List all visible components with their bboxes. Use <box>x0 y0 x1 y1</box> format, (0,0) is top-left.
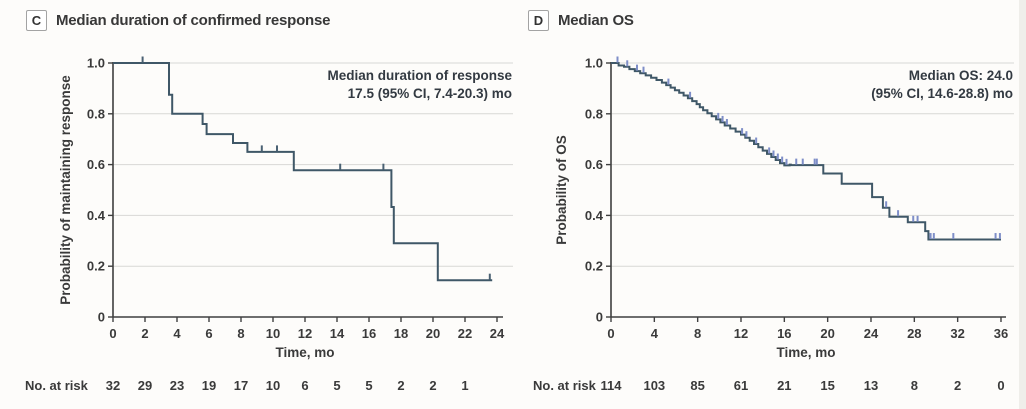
svg-text:Time, mo: Time, mo <box>776 345 835 360</box>
svg-text:0: 0 <box>596 310 603 325</box>
km-curve <box>611 62 1001 241</box>
svg-text:0.6: 0.6 <box>585 157 603 172</box>
svg-text:0.6: 0.6 <box>87 157 105 172</box>
svg-text:1.0: 1.0 <box>585 56 603 71</box>
svg-text:10: 10 <box>266 326 280 341</box>
panel-c-header: C Median duration of confirmed response <box>26 10 330 31</box>
svg-text:2: 2 <box>397 378 404 393</box>
svg-text:22: 22 <box>458 326 472 341</box>
svg-text:32: 32 <box>950 326 964 341</box>
svg-text:12: 12 <box>298 326 312 341</box>
svg-text:5: 5 <box>365 378 372 393</box>
svg-text:24: 24 <box>864 326 879 341</box>
svg-text:28: 28 <box>907 326 921 341</box>
panel-d-annotation: Median OS: 24.0 (95% CI, 14.6-28.8) mo <box>871 67 1013 103</box>
axis-labels: Time, mo Probability of OS <box>554 135 836 360</box>
svg-text:0: 0 <box>997 378 1004 393</box>
svg-text:61: 61 <box>734 378 748 393</box>
svg-text:0: 0 <box>607 326 614 341</box>
panel-c-annotation-line1: Median duration of response <box>327 68 512 83</box>
svg-text:0.2: 0.2 <box>585 259 603 274</box>
km-curve <box>113 62 493 282</box>
svg-text:Probability of OS: Probability of OS <box>554 135 569 245</box>
svg-text:6: 6 <box>301 378 308 393</box>
svg-text:21: 21 <box>777 378 791 393</box>
panel-c-annotation: Median duration of response 17.5 (95% CI… <box>327 67 512 103</box>
svg-text:23: 23 <box>170 378 184 393</box>
panel-c: C Median duration of confirmed response … <box>25 10 513 393</box>
svg-text:Probability of maintaining res: Probability of maintaining response <box>58 75 73 305</box>
svg-text:16: 16 <box>362 326 376 341</box>
svg-text:Time, mo: Time, mo <box>275 345 334 360</box>
svg-text:6: 6 <box>205 326 212 341</box>
svg-text:2: 2 <box>141 326 148 341</box>
svg-text:0.2: 0.2 <box>87 259 105 274</box>
panel-d-header: D Median OS <box>528 10 634 31</box>
x-axis-ticks: 0 4 8 12 16 20 24 28 32 36 <box>607 317 1008 341</box>
svg-text:1.0: 1.0 <box>87 56 105 71</box>
svg-text:18: 18 <box>394 326 408 341</box>
svg-text:29: 29 <box>138 378 152 393</box>
axes <box>112 62 503 318</box>
svg-text:14: 14 <box>330 326 345 341</box>
svg-text:1: 1 <box>461 378 468 393</box>
svg-text:85: 85 <box>690 378 704 393</box>
svg-text:19: 19 <box>202 378 216 393</box>
svg-text:12: 12 <box>734 326 748 341</box>
svg-text:17: 17 <box>234 378 248 393</box>
svg-text:0.8: 0.8 <box>87 106 105 121</box>
svg-text:32: 32 <box>106 378 120 393</box>
svg-text:No. at risk: No. at risk <box>533 378 597 393</box>
svg-text:2: 2 <box>429 378 436 393</box>
axis-labels: Time, mo Probability of maintaining respo… <box>58 75 335 360</box>
axes <box>610 62 1006 318</box>
svg-text:8: 8 <box>237 326 244 341</box>
svg-text:15: 15 <box>820 378 834 393</box>
panel-c-title: Median duration of confirmed response <box>56 12 331 29</box>
svg-text:103: 103 <box>643 378 665 393</box>
svg-text:No. at risk: No. at risk <box>25 378 89 393</box>
svg-text:114: 114 <box>601 378 623 393</box>
svg-text:0.4: 0.4 <box>87 208 106 223</box>
svg-text:20: 20 <box>820 326 834 341</box>
svg-text:8: 8 <box>694 326 701 341</box>
panel-d-annotation-line1: Median OS: 24.0 <box>908 68 1013 83</box>
at-risk-row: No. at risk 114 103 85 61 21 15 13 8 2 0 <box>533 378 1005 393</box>
svg-text:4: 4 <box>651 326 659 341</box>
x-axis-ticks: 0 2 4 6 8 10 12 14 16 18 20 22 24 <box>109 317 505 341</box>
panel-d-title: Median OS <box>558 12 634 29</box>
svg-text:24: 24 <box>490 326 505 341</box>
panel-c-letter-badge: C <box>26 10 47 31</box>
panel-d: D Median OS 0 0.2 0.4 0.6 0.8 1.0 0 4 8 12 16 20 24 2… <box>513 0 1026 409</box>
svg-text:5: 5 <box>333 378 340 393</box>
svg-text:0: 0 <box>109 326 116 341</box>
svg-text:10: 10 <box>266 378 280 393</box>
panel-c-annotation-line2: 17.5 (95% CI, 7.4-20.3) mo <box>347 86 512 101</box>
svg-text:0.4: 0.4 <box>585 208 604 223</box>
km-chart-c: 00.20.40.60.81.00 2 4 6 8 10 12 14 16 18 20 22 24Tim… <box>25 56 513 393</box>
svg-text:16: 16 <box>777 326 791 341</box>
panel-d-letter-badge: D <box>528 10 549 31</box>
svg-text:0.8: 0.8 <box>585 106 603 121</box>
page-edge-band <box>1019 0 1026 409</box>
svg-text:2: 2 <box>954 378 961 393</box>
svg-text:8: 8 <box>911 378 918 393</box>
censor-ticks <box>141 56 491 280</box>
y-axis-ticks: 0 0.2 0.4 0.6 0.8 1.0 <box>87 56 113 325</box>
censor-ticks <box>616 56 1001 240</box>
svg-text:13: 13 <box>864 378 878 393</box>
svg-text:4: 4 <box>173 326 181 341</box>
panel-d-annotation-line2: (95% CI, 14.6-28.8) mo <box>871 86 1013 101</box>
svg-text:20: 20 <box>426 326 440 341</box>
at-risk-row: No. at risk 32 29 23 19 17 10 6 5 5 2 2 1 <box>25 378 469 393</box>
svg-text:0: 0 <box>98 310 105 325</box>
y-axis-ticks: 0 0.2 0.4 0.6 0.8 1.0 <box>585 56 611 325</box>
svg-text:36: 36 <box>994 326 1008 341</box>
